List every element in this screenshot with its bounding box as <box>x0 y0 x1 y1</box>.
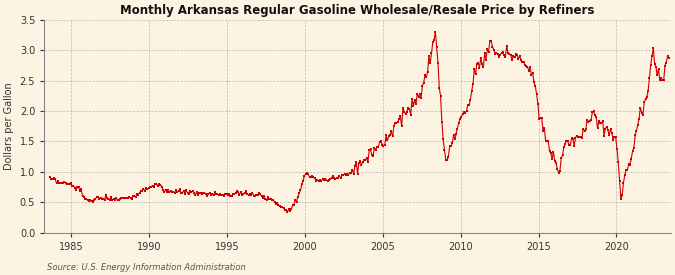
Title: Monthly Arkansas Regular Gasoline Wholesale/Resale Price by Refiners: Monthly Arkansas Regular Gasoline Wholes… <box>120 4 595 17</box>
Text: Source: U.S. Energy Information Administration: Source: U.S. Energy Information Administ… <box>47 263 246 272</box>
Y-axis label: Dollars per Gallon: Dollars per Gallon <box>4 82 14 170</box>
